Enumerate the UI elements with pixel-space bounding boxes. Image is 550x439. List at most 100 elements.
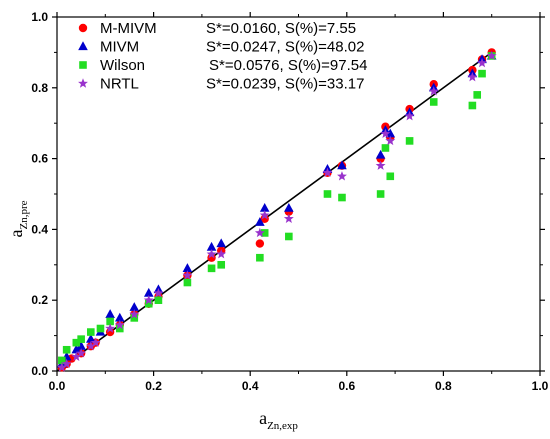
data-point-star xyxy=(385,135,396,146)
data-point-triangle xyxy=(284,202,294,212)
legend-marker-star xyxy=(78,78,88,88)
data-point-triangle xyxy=(216,238,227,248)
legend-entry: M-MIVM S*=0.0160, S(%)=7.55 xyxy=(78,20,356,37)
data-point-triangle xyxy=(375,149,386,159)
data-point-triangle xyxy=(206,241,217,251)
data-point-square xyxy=(96,324,105,333)
y-tick-label: 0.4 xyxy=(31,222,48,236)
legend-series-name: NRTL xyxy=(100,76,139,93)
data-point-square xyxy=(429,98,438,106)
data-point-triangle xyxy=(105,309,115,318)
data-point-star xyxy=(467,71,478,82)
data-point-square xyxy=(87,328,95,336)
legend-marker-square xyxy=(79,61,87,69)
data-point-square xyxy=(381,144,390,152)
reference-line-layer xyxy=(56,51,493,372)
data-point-star xyxy=(153,287,164,298)
legend-series-stats: S*=0.0239, S(%)=33.17 xyxy=(206,76,364,93)
x-axis-title: aZn,exp xyxy=(259,408,298,432)
legend-series-name: MIVM xyxy=(100,39,139,56)
data-point-triangle xyxy=(114,312,125,322)
data-point-star xyxy=(129,309,140,319)
data-point-square xyxy=(106,317,114,326)
data-point-circle xyxy=(255,239,265,248)
data-point-star xyxy=(322,167,333,177)
legend-entry: NRTL S*=0.0239, S(%)=33.17 xyxy=(78,76,364,93)
data-point-square xyxy=(62,345,71,354)
data-point-square xyxy=(473,91,482,99)
legend-series-stats: S*=0.0160, S(%)=7.55 xyxy=(206,20,356,37)
data-point-star xyxy=(375,160,386,170)
data-point-star xyxy=(114,319,125,330)
x-tick-label: 0.0 xyxy=(49,379,66,393)
data-point-star xyxy=(428,86,439,96)
series-nrtl xyxy=(56,50,497,372)
legend: M-MIVM S*=0.0160, S(%)=7.55 MIVM S*=0.0247,… xyxy=(78,20,367,93)
data-point-square xyxy=(58,356,66,365)
data-point-square xyxy=(323,190,332,198)
legend-series-name: M-MIVM xyxy=(100,20,157,37)
data-point-star xyxy=(404,110,415,121)
data-point-star xyxy=(259,210,270,220)
data-point-square xyxy=(260,229,269,237)
y-tick-label: 0.2 xyxy=(31,293,48,307)
data-point-star xyxy=(85,341,96,351)
data-point-square xyxy=(154,296,163,304)
x-tick-label: 0.2 xyxy=(145,379,162,393)
data-point-triangle xyxy=(259,202,270,212)
data-point-square xyxy=(478,69,486,78)
y-tick-label: 0.8 xyxy=(31,81,48,95)
data-point-square xyxy=(217,261,226,269)
data-point-square xyxy=(77,335,85,343)
x-tick-label: 0.8 xyxy=(435,379,452,393)
data-point-square xyxy=(285,232,293,241)
y-tick-label: 1.0 xyxy=(31,10,48,24)
data-point-star xyxy=(380,128,391,139)
legend-entry: MIVM S*=0.0247, S(%)=48.02 xyxy=(78,39,364,56)
data-point-star xyxy=(61,358,72,369)
data-point-triangle xyxy=(337,160,347,170)
data-point-triangle xyxy=(182,263,193,272)
data-point-triangle xyxy=(86,333,96,343)
legend-entry: Wilson S*=0.0576, S(%)=97.54 xyxy=(79,57,367,74)
legend-series-stats: S*=0.0247, S(%)=48.02 xyxy=(206,39,364,56)
data-point-square xyxy=(468,101,477,110)
data-point-star xyxy=(283,213,294,223)
data-point-square xyxy=(130,314,139,322)
series-wilson xyxy=(58,52,496,365)
data-point-triangle xyxy=(71,344,82,354)
data-point-star xyxy=(143,295,154,305)
data-point-star xyxy=(254,227,265,238)
y-axis-title-subscript: Zn,pre xyxy=(18,200,30,229)
data-point-square xyxy=(338,193,346,202)
data-point-square xyxy=(207,264,216,273)
data-point-triangle xyxy=(255,217,265,226)
y-tick-label: 0.6 xyxy=(31,152,48,166)
data-point-square xyxy=(72,338,81,347)
data-point-square xyxy=(376,190,385,198)
data-point-square xyxy=(115,324,124,333)
data-point-star xyxy=(71,351,82,362)
data-point-star xyxy=(216,248,227,259)
data-point-star xyxy=(206,248,217,259)
data-point-star xyxy=(56,362,67,372)
parity-line xyxy=(56,51,493,372)
x-tick-label: 0.4 xyxy=(242,379,259,393)
data-point-square xyxy=(405,137,414,145)
legend-series-name: Wilson xyxy=(100,57,145,74)
data-point-triangle xyxy=(385,128,396,138)
data-point-square xyxy=(183,278,192,287)
data-point-star xyxy=(337,171,347,181)
data-point-star xyxy=(182,270,193,280)
legend-marker-circle xyxy=(78,23,88,33)
legend-series-stats: S*=0.0576, S(%)=97.54 xyxy=(209,57,367,74)
x-axis-title-subscript: Zn,exp xyxy=(267,420,298,432)
data-point-triangle xyxy=(129,302,140,311)
data-point-star xyxy=(486,50,497,61)
data-point-square xyxy=(144,299,153,308)
x-tick-label: 1.0 xyxy=(532,379,549,393)
data-point-star xyxy=(477,57,487,68)
data-point-triangle xyxy=(76,341,86,350)
y-axis-title: aZn,pre xyxy=(6,200,30,237)
